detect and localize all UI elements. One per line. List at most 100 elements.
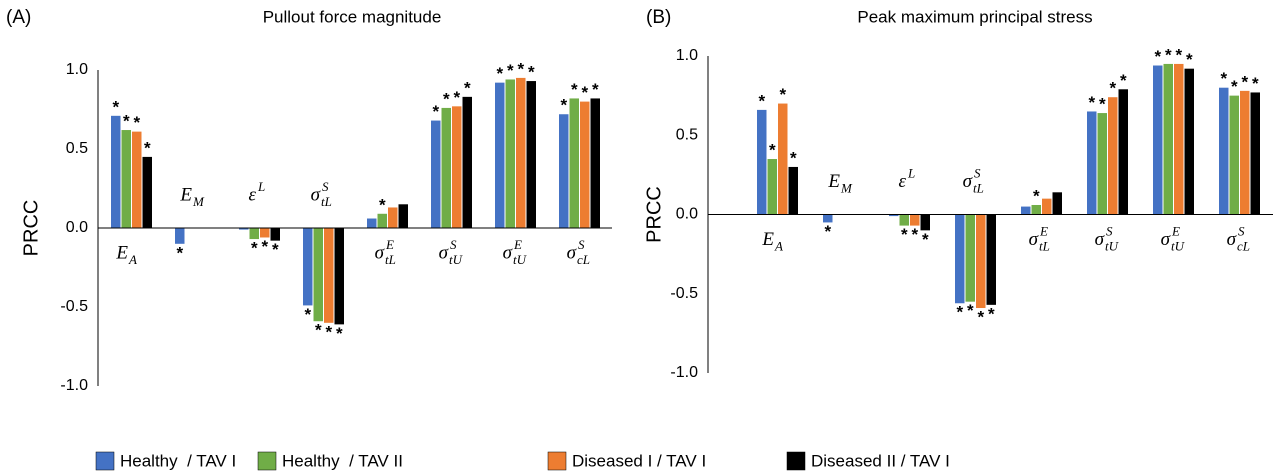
significance-marker: *: [123, 112, 130, 131]
legend-swatch: [257, 451, 277, 471]
significance-marker: *: [922, 230, 929, 249]
category-label: σ: [375, 242, 385, 263]
bar: [303, 228, 313, 306]
significance-marker: *: [443, 89, 450, 108]
significance-marker: *: [1175, 45, 1182, 64]
significance-marker: *: [261, 237, 268, 256]
significance-marker: *: [464, 78, 471, 97]
category-label-sub: tU: [1171, 238, 1186, 253]
category-label-sup: L: [907, 165, 915, 180]
significance-marker: *: [592, 80, 599, 99]
category-label-sup: S: [322, 179, 329, 194]
significance-marker: *: [176, 243, 183, 262]
category-label: σ: [1161, 229, 1171, 250]
y-tick-label: 0.0: [66, 219, 88, 236]
category-label-sup: S: [974, 165, 981, 180]
bar: [1153, 65, 1163, 215]
significance-marker: *: [571, 80, 578, 99]
bar: [1031, 204, 1041, 215]
category-label-sub: M: [840, 180, 853, 195]
bar: [526, 81, 536, 228]
bar: [986, 214, 996, 305]
bar: [398, 204, 408, 228]
legend-label: Healthy / TAV II: [282, 451, 403, 470]
bar: [757, 109, 767, 215]
significance-marker: *: [507, 61, 514, 80]
bar: [1118, 89, 1128, 215]
category-label: σ: [311, 184, 321, 205]
significance-marker: *: [133, 113, 140, 132]
category-label-sub: tU: [1105, 238, 1120, 253]
significance-marker: *: [956, 303, 963, 322]
bar: [516, 77, 526, 229]
significance-marker: *: [758, 91, 765, 110]
category-label-sub: A: [128, 252, 137, 267]
bar: [1097, 113, 1107, 215]
bar: [1240, 90, 1250, 215]
bar: [1174, 63, 1184, 215]
bar: [1087, 111, 1097, 215]
bar: [142, 156, 152, 228]
category-label-sup: E: [1039, 223, 1048, 238]
bar: [334, 228, 344, 325]
category-label-sub: tL: [385, 252, 396, 267]
legend-label: Diseased I / TAV I: [572, 451, 706, 470]
chart-title: Peak maximum principal stress: [857, 7, 1092, 26]
significance-marker: *: [1099, 95, 1106, 114]
significance-marker: *: [1241, 72, 1248, 91]
chart-title: Pullout force magnitude: [263, 7, 442, 26]
category-label: σ: [1095, 229, 1105, 250]
bar: [121, 130, 131, 228]
significance-marker: *: [1165, 45, 1172, 64]
significance-marker: *: [1220, 69, 1227, 88]
category-label-sub: tU: [449, 252, 464, 267]
y-tick-label: -1.0: [60, 377, 88, 394]
category-label: E: [115, 242, 128, 263]
category-label-sup: S: [1106, 223, 1113, 238]
significance-marker: *: [911, 225, 918, 244]
category-label: ε: [249, 184, 257, 205]
category-label: σ: [1029, 229, 1039, 250]
bar: [955, 214, 965, 304]
bar: [976, 214, 986, 309]
legend-label: Diseased II / TAV I: [811, 451, 950, 470]
y-tick-label: 1.0: [676, 47, 698, 64]
category-label-sub: A: [774, 238, 783, 253]
significance-marker: *: [967, 301, 974, 320]
significance-marker: *: [453, 88, 460, 107]
significance-marker: *: [988, 304, 995, 323]
significance-marker: *: [112, 97, 119, 116]
legend-swatch: [786, 451, 806, 471]
y-tick-label: -1.0: [670, 364, 698, 381]
significance-marker: *: [304, 305, 311, 324]
bar: [495, 82, 505, 228]
bar: [132, 131, 142, 228]
y-tick-label: 0.5: [676, 126, 698, 143]
significance-marker: *: [325, 322, 332, 341]
category-label: σ: [567, 242, 577, 263]
bar: [965, 214, 975, 302]
bar: [388, 207, 398, 228]
bar: [462, 96, 472, 228]
category-label: σ: [439, 242, 449, 263]
y-tick-label: -0.5: [60, 298, 88, 315]
significance-marker: *: [528, 63, 535, 82]
category-label-sup: S: [578, 237, 585, 252]
bar: [111, 115, 121, 228]
category-label-sup: L: [257, 179, 265, 194]
significance-marker: *: [496, 64, 503, 83]
bar: [559, 114, 569, 228]
legend-label: Healthy / TAV I: [120, 451, 236, 470]
category-label: E: [179, 184, 192, 205]
significance-marker: *: [336, 324, 343, 343]
category-label: σ: [503, 242, 513, 263]
legend-swatch: [95, 451, 115, 471]
bar: [1042, 198, 1052, 215]
significance-marker: *: [1186, 50, 1193, 69]
bar: [175, 228, 185, 244]
bar: [899, 214, 909, 226]
panel-label: (A): [6, 7, 31, 28]
category-label-sub: cL: [1237, 238, 1250, 253]
bar: [452, 106, 462, 228]
